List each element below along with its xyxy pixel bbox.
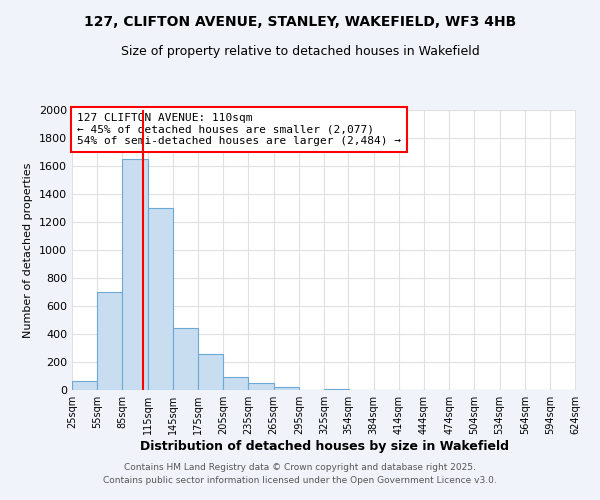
Bar <box>173 328 198 390</box>
Text: Contains HM Land Registry data © Crown copyright and database right 2025.
Contai: Contains HM Land Registry data © Crown c… <box>103 464 497 485</box>
Bar <box>72 381 97 390</box>
X-axis label: Distribution of detached houses by size in Wakefield: Distribution of detached houses by size … <box>139 440 509 453</box>
Bar <box>274 386 299 390</box>
Bar <box>248 383 274 390</box>
Y-axis label: Number of detached properties: Number of detached properties <box>23 162 34 338</box>
Bar <box>324 388 349 390</box>
Bar <box>122 159 148 390</box>
Bar <box>97 292 122 390</box>
Bar <box>148 208 173 390</box>
Bar <box>198 354 223 390</box>
Text: Size of property relative to detached houses in Wakefield: Size of property relative to detached ho… <box>121 45 479 58</box>
Text: 127, CLIFTON AVENUE, STANLEY, WAKEFIELD, WF3 4HB: 127, CLIFTON AVENUE, STANLEY, WAKEFIELD,… <box>84 15 516 29</box>
Text: 127 CLIFTON AVENUE: 110sqm
← 45% of detached houses are smaller (2,077)
54% of s: 127 CLIFTON AVENUE: 110sqm ← 45% of deta… <box>77 113 401 146</box>
Bar <box>223 378 248 390</box>
